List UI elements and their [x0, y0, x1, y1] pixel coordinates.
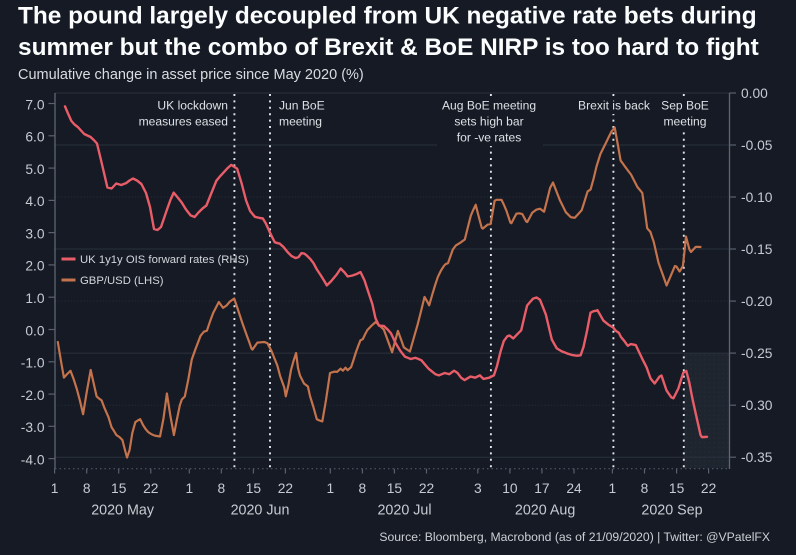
svg-text:-0.20: -0.20	[741, 294, 773, 309]
svg-text:6.0: 6.0	[25, 130, 45, 145]
svg-text:-0.30: -0.30	[741, 398, 773, 413]
svg-text:summer but the combo of Brexit: summer but the combo of Brexit & BoE NIR…	[18, 34, 759, 61]
svg-text:5.0: 5.0	[25, 162, 45, 177]
svg-text:-2.0: -2.0	[21, 388, 45, 403]
svg-text:Brexit is back: Brexit is back	[578, 98, 651, 112]
svg-text:UK lockdown: UK lockdown	[157, 98, 228, 112]
svg-text:-0.35: -0.35	[741, 450, 773, 465]
svg-text:sets high bar: sets high bar	[454, 114, 523, 128]
svg-text:2020 Jun: 2020 Jun	[231, 503, 290, 519]
svg-text:-3.0: -3.0	[21, 420, 45, 435]
svg-text:17: 17	[534, 481, 549, 496]
svg-text:Cumulative change in asset pri: Cumulative change in asset price since M…	[18, 67, 364, 83]
svg-text:10: 10	[502, 481, 518, 496]
svg-text:Sep BoE: Sep BoE	[661, 98, 709, 112]
svg-text:3: 3	[474, 481, 482, 496]
svg-text:4.0: 4.0	[25, 194, 45, 209]
svg-text:Aug BoE meeting: Aug BoE meeting	[442, 98, 536, 112]
svg-text:8: 8	[641, 481, 649, 496]
svg-text:8: 8	[217, 481, 225, 496]
svg-text:0.00: 0.00	[741, 86, 768, 101]
svg-text:8: 8	[83, 481, 91, 496]
svg-text:22: 22	[701, 481, 716, 496]
svg-text:22: 22	[143, 481, 158, 496]
svg-text:-0.25: -0.25	[741, 346, 773, 361]
svg-text:15: 15	[111, 481, 127, 496]
svg-text:15: 15	[387, 481, 403, 496]
svg-text:2020 Jul: 2020 Jul	[377, 503, 431, 519]
svg-text:measures eased: measures eased	[139, 114, 228, 128]
svg-text:for -ve rates: for -ve rates	[457, 130, 522, 144]
svg-text:1: 1	[609, 481, 617, 496]
svg-text:2.0: 2.0	[25, 259, 45, 274]
svg-text:-0.15: -0.15	[741, 242, 773, 257]
svg-text:Jun BoE: Jun BoE	[279, 98, 325, 112]
svg-text:22: 22	[278, 481, 293, 496]
svg-text:2020 May: 2020 May	[91, 503, 155, 519]
svg-text:24: 24	[566, 481, 582, 496]
svg-text:2020 Aug: 2020 Aug	[515, 503, 575, 519]
svg-text:-4.0: -4.0	[21, 452, 45, 467]
svg-text:15: 15	[246, 481, 262, 496]
svg-text:8: 8	[359, 481, 367, 496]
svg-text:1.0: 1.0	[25, 291, 45, 306]
svg-text:-1.0: -1.0	[21, 356, 45, 371]
svg-text:0.0: 0.0	[25, 323, 45, 338]
svg-text:2020 Sep: 2020 Sep	[641, 503, 702, 519]
svg-text:The pound largely decoupled fr: The pound largely decoupled from UK nega…	[18, 3, 757, 30]
svg-text:15: 15	[669, 481, 685, 496]
svg-text:GBP/USD (LHS): GBP/USD (LHS)	[80, 275, 164, 287]
svg-text:meeting: meeting	[279, 114, 322, 128]
svg-text:1: 1	[51, 481, 59, 496]
svg-text:1: 1	[185, 481, 193, 496]
svg-text:3.0: 3.0	[25, 226, 45, 241]
svg-text:22: 22	[419, 481, 434, 496]
svg-text:-0.10: -0.10	[741, 190, 773, 205]
svg-text:Source: Bloomberg, Macrobond (: Source: Bloomberg, Macrobond (as of 21/0…	[379, 530, 770, 544]
svg-text:-0.05: -0.05	[741, 138, 773, 153]
svg-text:meeting: meeting	[663, 114, 706, 128]
svg-text:7.0: 7.0	[25, 97, 45, 112]
svg-text:UK 1y1y OIS forward rates (RHS: UK 1y1y OIS forward rates (RHS)	[80, 254, 249, 266]
svg-text:1: 1	[326, 481, 334, 496]
